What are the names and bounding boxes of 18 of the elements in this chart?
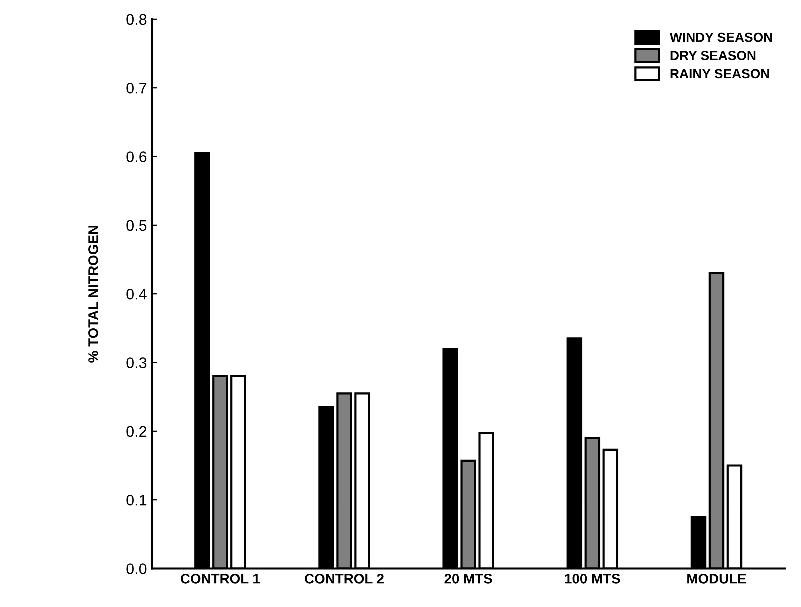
y-tick-label: 0.6	[126, 152, 147, 162]
y-axis-title: % TOTAL NITROGEN	[88, 226, 98, 363]
legend-label: WINDY SEASON	[670, 32, 772, 42]
y-tick-label: 0.8	[126, 14, 147, 26]
x-tick-label: CONTROL 1	[181, 574, 260, 584]
y-tick-label: 0.5	[126, 220, 147, 232]
x-tick-label: 100 MTS	[565, 574, 620, 584]
y-tick-label: 0.4	[126, 288, 147, 300]
y-tick-label: 0.3	[126, 358, 147, 368]
x-tick-label: 20 MTS	[444, 574, 492, 584]
legend-label: RAINY SEASON	[670, 69, 770, 79]
legend-label: DRY SEASON	[670, 51, 756, 60]
y-tick-label: 0.2	[126, 426, 147, 438]
y-tick-label: 0.7	[126, 82, 147, 94]
y-tick-label: 0.1	[126, 494, 147, 506]
y-tick-label: 0.0	[126, 564, 147, 574]
x-tick-label: MODULE	[688, 574, 746, 584]
x-tick-label: CONTROL 2	[305, 574, 384, 584]
